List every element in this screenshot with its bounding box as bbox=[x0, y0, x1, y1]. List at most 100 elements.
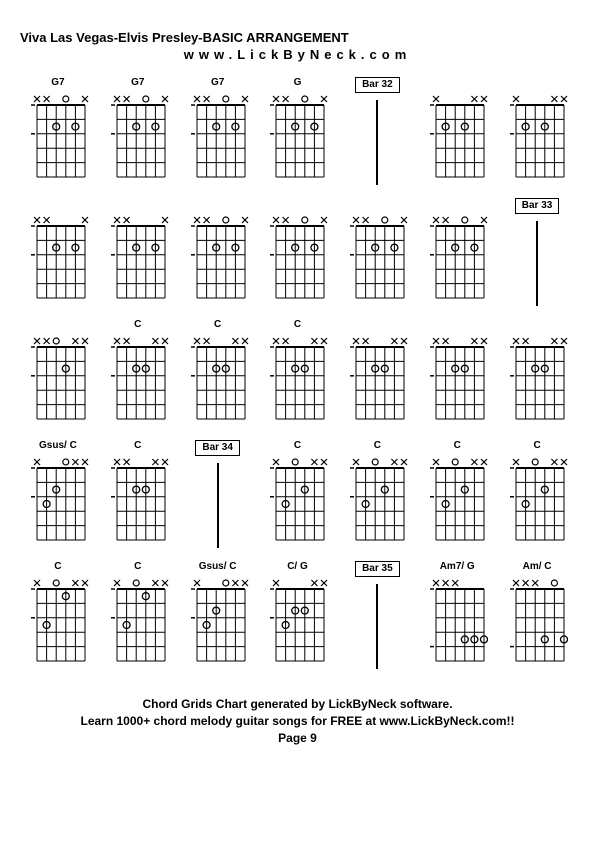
chord-diagram bbox=[426, 456, 488, 551]
chord-label: Gsus/ C bbox=[199, 561, 237, 575]
chord-diagram bbox=[187, 335, 249, 430]
footer-line-1: Chord Grids Chart generated by LickByNec… bbox=[20, 696, 575, 713]
chord-cell bbox=[100, 198, 176, 313]
chord-diagram bbox=[346, 456, 408, 551]
chord-cell: C bbox=[260, 440, 336, 555]
bar-marker: Bar 35 bbox=[339, 561, 415, 676]
chord-diagram bbox=[506, 577, 568, 672]
chord-cell bbox=[499, 319, 575, 434]
chord-cell bbox=[339, 198, 415, 313]
chord-diagram bbox=[426, 335, 488, 430]
chord-label: Am7/ G bbox=[440, 561, 475, 575]
chord-cell: C bbox=[100, 561, 176, 676]
chord-diagram bbox=[27, 456, 89, 551]
chord-diagram bbox=[346, 214, 408, 309]
page-subtitle: www.LickByNeck.com bbox=[20, 47, 575, 62]
chord-label: C bbox=[134, 561, 141, 575]
chord-diagram bbox=[107, 335, 169, 430]
chord-diagram bbox=[107, 214, 169, 309]
chord-label: C bbox=[294, 440, 301, 454]
bar-label: Bar 34 bbox=[195, 440, 240, 456]
footer-line-2: Learn 1000+ chord melody guitar songs fo… bbox=[20, 713, 575, 730]
chord-cell: Gsus/ C bbox=[20, 440, 96, 555]
bar-marker: Bar 32 bbox=[339, 77, 415, 192]
chord-diagram bbox=[27, 93, 89, 188]
chord-diagram bbox=[187, 214, 249, 309]
chord-cell: G7 bbox=[100, 77, 176, 192]
chord-diagram bbox=[506, 93, 568, 188]
chord-cell bbox=[20, 198, 96, 313]
chord-cell bbox=[419, 319, 495, 434]
chord-cell bbox=[180, 198, 256, 313]
chord-label: C bbox=[533, 440, 540, 454]
chord-diagram bbox=[266, 93, 328, 188]
chord-diagram bbox=[107, 577, 169, 672]
chord-diagram bbox=[266, 577, 328, 672]
chord-cell: C bbox=[180, 319, 256, 434]
footer-line-3: Page 9 bbox=[20, 730, 575, 747]
chord-cell: C bbox=[260, 319, 336, 434]
chord-label: G bbox=[294, 77, 302, 91]
chord-cell: Gsus/ C bbox=[180, 561, 256, 676]
chord-diagram bbox=[346, 335, 408, 430]
chord-label: C bbox=[374, 440, 381, 454]
chord-cell bbox=[419, 198, 495, 313]
bar-line bbox=[376, 584, 378, 669]
chord-label: C bbox=[454, 440, 461, 454]
chord-cell: G bbox=[260, 77, 336, 192]
chord-diagram bbox=[27, 335, 89, 430]
chord-grid: G7 G7 G7 G Bar 32 Bar 33 C C C Gsus/ C C Bar 34 C C C C… bbox=[20, 77, 575, 676]
bar-line bbox=[376, 100, 378, 185]
chord-cell: Am7/ G bbox=[419, 561, 495, 676]
chord-cell bbox=[419, 77, 495, 192]
chord-diagram bbox=[426, 577, 488, 672]
chord-cell bbox=[339, 319, 415, 434]
chord-cell: C bbox=[100, 319, 176, 434]
chord-cell bbox=[20, 319, 96, 434]
chord-diagram bbox=[426, 93, 488, 188]
bar-marker: Bar 33 bbox=[499, 198, 575, 313]
chord-diagram bbox=[187, 577, 249, 672]
chord-diagram bbox=[107, 456, 169, 551]
bar-line bbox=[536, 221, 538, 306]
chord-label: C/ G bbox=[287, 561, 308, 575]
chord-diagram bbox=[266, 456, 328, 551]
chord-cell: C bbox=[499, 440, 575, 555]
chord-cell: G7 bbox=[20, 77, 96, 192]
chord-label: Am/ C bbox=[523, 561, 552, 575]
chord-label: G7 bbox=[131, 77, 144, 91]
page-title: Viva Las Vegas-Elvis Presley-BASIC ARRAN… bbox=[20, 30, 575, 45]
chord-cell: C bbox=[339, 440, 415, 555]
chord-cell: C bbox=[100, 440, 176, 555]
bar-line bbox=[217, 463, 219, 548]
chord-diagram bbox=[187, 93, 249, 188]
chord-cell bbox=[499, 77, 575, 192]
chord-label: G7 bbox=[211, 77, 224, 91]
chord-label: C bbox=[134, 440, 141, 454]
bar-label: Bar 33 bbox=[515, 198, 560, 214]
bar-label: Bar 32 bbox=[355, 77, 400, 93]
chord-cell bbox=[260, 198, 336, 313]
chord-label: Gsus/ C bbox=[39, 440, 77, 454]
chord-cell: C/ G bbox=[260, 561, 336, 676]
chord-label: G7 bbox=[51, 77, 64, 91]
chord-label: C bbox=[294, 319, 301, 333]
chord-label: C bbox=[214, 319, 221, 333]
chord-diagram bbox=[27, 214, 89, 309]
chord-diagram bbox=[266, 214, 328, 309]
chord-diagram bbox=[506, 335, 568, 430]
chord-label: C bbox=[134, 319, 141, 333]
page-footer: Chord Grids Chart generated by LickByNec… bbox=[20, 696, 575, 746]
chord-cell: C bbox=[20, 561, 96, 676]
chord-diagram bbox=[266, 335, 328, 430]
chord-diagram bbox=[426, 214, 488, 309]
chord-label: C bbox=[54, 561, 61, 575]
chord-diagram bbox=[107, 93, 169, 188]
chord-cell: G7 bbox=[180, 77, 256, 192]
chord-cell: C bbox=[419, 440, 495, 555]
bar-label: Bar 35 bbox=[355, 561, 400, 577]
chord-cell: Am/ C bbox=[499, 561, 575, 676]
bar-marker: Bar 34 bbox=[180, 440, 256, 555]
chord-diagram bbox=[506, 456, 568, 551]
chord-diagram bbox=[27, 577, 89, 672]
